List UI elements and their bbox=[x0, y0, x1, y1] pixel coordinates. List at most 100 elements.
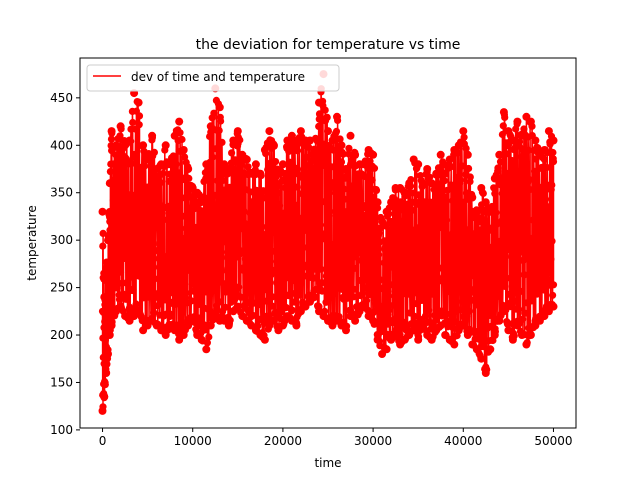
data-point bbox=[135, 121, 143, 129]
data-point bbox=[292, 222, 300, 230]
data-point-max bbox=[170, 131, 179, 140]
data-point-min bbox=[459, 321, 468, 330]
data-point bbox=[237, 293, 245, 301]
data-point bbox=[388, 235, 396, 243]
data-point bbox=[150, 309, 158, 317]
data-point bbox=[372, 300, 380, 308]
data-point bbox=[455, 263, 463, 271]
data-point bbox=[147, 270, 155, 278]
data-point bbox=[536, 205, 544, 213]
data-point bbox=[339, 150, 347, 158]
data-point bbox=[420, 254, 428, 262]
data-point bbox=[141, 162, 149, 170]
data-point bbox=[264, 240, 272, 248]
data-point bbox=[281, 184, 289, 192]
data-point-max bbox=[481, 198, 490, 207]
data-point-max bbox=[324, 127, 332, 136]
data-point bbox=[185, 204, 193, 212]
data-point bbox=[144, 247, 152, 256]
data-point bbox=[547, 255, 555, 263]
data-point bbox=[117, 268, 125, 276]
data-point-max bbox=[197, 193, 206, 202]
data-point bbox=[416, 315, 424, 323]
data-point bbox=[498, 174, 506, 182]
data-point bbox=[243, 265, 251, 273]
data-point bbox=[545, 204, 553, 212]
data-point bbox=[271, 247, 279, 255]
data-point bbox=[395, 304, 403, 312]
data-point bbox=[193, 257, 201, 265]
data-point-max bbox=[260, 146, 269, 154]
data-point bbox=[446, 317, 454, 325]
data-point bbox=[257, 301, 265, 309]
data-point bbox=[520, 271, 529, 279]
data-point bbox=[422, 209, 430, 217]
data-point bbox=[334, 164, 342, 172]
data-point bbox=[282, 304, 290, 312]
data-point bbox=[298, 190, 306, 198]
data-point bbox=[317, 265, 325, 273]
data-point-max bbox=[414, 160, 423, 169]
data-point bbox=[261, 271, 269, 279]
data-point bbox=[324, 259, 332, 267]
x-tick-label: 20000 bbox=[264, 434, 302, 448]
data-point bbox=[380, 259, 388, 267]
data-point bbox=[132, 300, 140, 308]
legend-box bbox=[86, 64, 340, 92]
data-point bbox=[115, 295, 124, 303]
data-point bbox=[476, 244, 485, 252]
data-point bbox=[385, 306, 393, 314]
data-point bbox=[492, 208, 500, 217]
data-point bbox=[494, 164, 502, 172]
plot-frame bbox=[79, 57, 577, 429]
data-point bbox=[236, 247, 244, 255]
data-point bbox=[366, 234, 374, 242]
data-point bbox=[228, 269, 236, 277]
data-point-min bbox=[450, 340, 459, 349]
data-point bbox=[111, 208, 119, 216]
data-point bbox=[387, 219, 395, 227]
data-point bbox=[479, 296, 487, 304]
data-point-max bbox=[215, 103, 224, 112]
data-point bbox=[421, 312, 430, 320]
data-point bbox=[473, 329, 481, 337]
data-point bbox=[308, 206, 316, 214]
data-point bbox=[182, 289, 190, 297]
data-point bbox=[251, 275, 259, 283]
data-point-min bbox=[477, 354, 486, 363]
x-tick-label: 0 bbox=[99, 434, 107, 448]
data-point bbox=[188, 280, 196, 288]
data-point bbox=[123, 204, 131, 212]
data-point bbox=[128, 258, 136, 266]
data-point bbox=[507, 303, 515, 311]
data-point bbox=[368, 176, 376, 184]
data-point bbox=[246, 188, 255, 196]
data-point bbox=[437, 222, 445, 230]
data-point bbox=[336, 135, 344, 143]
data-point bbox=[285, 223, 293, 231]
data-point-max bbox=[517, 131, 526, 140]
data-point-min bbox=[105, 331, 114, 339]
data-point bbox=[290, 298, 298, 306]
data-point bbox=[172, 160, 180, 168]
data-point bbox=[412, 289, 420, 297]
data-point bbox=[269, 217, 277, 225]
data-point bbox=[118, 192, 126, 200]
data-point bbox=[381, 237, 389, 245]
data-point-min bbox=[499, 307, 508, 316]
data-point bbox=[150, 148, 158, 156]
data-point-max bbox=[242, 155, 251, 164]
data-point bbox=[226, 183, 234, 191]
data-point bbox=[133, 264, 142, 272]
data-point-max bbox=[459, 127, 468, 136]
data-point bbox=[427, 249, 435, 257]
data-point bbox=[468, 268, 476, 276]
series-layer bbox=[98, 70, 558, 415]
data-point bbox=[410, 230, 418, 239]
data-point-max bbox=[441, 169, 450, 178]
data-point bbox=[338, 285, 346, 293]
data-point bbox=[325, 293, 333, 301]
data-point bbox=[253, 203, 261, 211]
data-point bbox=[109, 196, 117, 204]
data-point bbox=[524, 146, 533, 154]
